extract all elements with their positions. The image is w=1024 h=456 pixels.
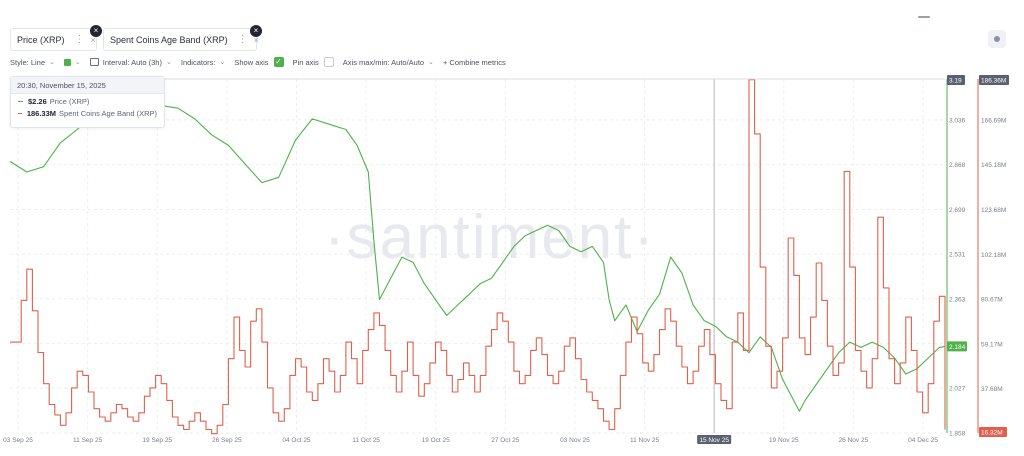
series-layer xyxy=(9,79,946,435)
scab-tick-label: 80.67M xyxy=(981,297,1003,304)
scab-min-badge: 16.32M xyxy=(981,430,1003,437)
x-tick-label: 11 Sep 25 xyxy=(73,437,103,444)
x-tick-label: 15 Nov 25 xyxy=(699,437,729,444)
menu-icon[interactable] xyxy=(918,16,930,18)
scab-legend-mark xyxy=(18,112,22,115)
more-icon[interactable]: ⋮ xyxy=(74,34,85,45)
pin-axis-toggle[interactable]: Pin axis xyxy=(293,57,334,67)
more-icon[interactable]: ⋮ xyxy=(237,34,248,45)
chart-toolbar: Style: Line ⌄ ⌄ Interval: Auto (3h) ⌄ In… xyxy=(10,56,515,68)
tooltip-value: $2.26 xyxy=(28,97,47,106)
price-current-badge: 2.184 xyxy=(949,344,966,351)
scab-tick-label: 145.18M xyxy=(981,162,1006,169)
scab-min-badge-bg xyxy=(979,427,1007,437)
scab-tick-label: 123.68M xyxy=(981,207,1006,214)
scab-tick-label: 102.18M xyxy=(981,252,1006,259)
metric-chip-scab[interactable]: Spent Coins Age Band (XRP) ⋮ × xyxy=(103,28,259,51)
hover-tooltip: 20:30, November 15, 2025 $2.26 Price (XR… xyxy=(10,76,165,128)
indicators-label: Indicators: xyxy=(180,57,216,67)
tooltip-row-scab: 186.33M Spent Coins Age Band (XRP) xyxy=(11,106,164,118)
pin-axis-checkbox[interactable] xyxy=(323,57,334,67)
close-icon[interactable]: × xyxy=(90,25,102,37)
chevron-down-icon: ⌄ xyxy=(219,59,226,66)
show-axis-label: Show axis xyxy=(234,57,269,67)
combine-metrics-label: + Combine metrics xyxy=(442,57,506,67)
x-tick-label: 19 Nov 25 xyxy=(769,437,799,444)
x-tick-label: 03 Nov 25 xyxy=(560,437,590,444)
check-icon[interactable]: ✓ xyxy=(273,57,284,67)
x-tick-label: 04 Dec 25 xyxy=(908,437,938,444)
axes: 1.8582.0272.1952.3632.5312.6992.8683.036… xyxy=(3,75,1009,444)
price-series-line xyxy=(9,97,946,412)
scab-tick-label: 59.17M xyxy=(981,341,1003,348)
metric-chip-label: Spent Coins Age Band (XRP) xyxy=(110,34,228,45)
color-swatch-icon xyxy=(63,58,71,66)
remove-icon[interactable]: × xyxy=(253,34,259,45)
tooltip-row-price: $2.26 Price (XRP) xyxy=(11,94,164,106)
indicators-dropdown[interactable]: Indicators: ⌄ xyxy=(181,58,225,67)
x-tick-label: 11 Nov 25 xyxy=(630,437,660,444)
scab-tick-label: 166.69M xyxy=(981,117,1006,124)
highlighted-x-tick-bg xyxy=(697,435,732,444)
price-legend-mark xyxy=(18,100,23,103)
price-tick-label: 2.531 xyxy=(949,252,966,259)
price-tick-label: 1.858 xyxy=(949,431,966,438)
metric-chip-label: Price (XRP) xyxy=(17,34,65,45)
price-current-badge-bg xyxy=(947,341,967,352)
color-dropdown[interactable]: ⌄ xyxy=(63,58,81,66)
price-tick-label: 2.363 xyxy=(949,296,966,303)
chevron-down-icon: ⌄ xyxy=(74,59,81,66)
price-tick-label: 2.027 xyxy=(949,386,966,393)
santiment-watermark: ·santiment· xyxy=(324,203,656,272)
axis-minmax-dropdown[interactable]: Axis max/min: Auto/Auto ⌄ xyxy=(343,58,434,67)
x-tick-label: 04 Oct 25 xyxy=(282,437,311,444)
interval-dropdown[interactable]: Interval: Auto (3h) ⌄ xyxy=(89,57,172,67)
x-tick-label: 26 Sep 25 xyxy=(212,437,242,444)
price-tick-label: 2.699 xyxy=(949,207,966,214)
x-tick-label: 19 Sep 25 xyxy=(142,437,172,444)
style-dropdown[interactable]: Style: Line ⌄ xyxy=(10,58,55,67)
price-max-badge: 3.19 xyxy=(949,78,962,85)
chevron-down-icon: ⌄ xyxy=(428,59,434,66)
chevron-down-icon: ⌄ xyxy=(165,59,172,66)
settings-icon[interactable] xyxy=(988,30,1006,48)
scab-series-line xyxy=(10,79,946,435)
interval-label: Interval: Auto (3h) xyxy=(102,57,162,67)
scab-tick-label: 37.68M xyxy=(981,386,1003,393)
pin-axis-label: Pin axis xyxy=(292,57,319,67)
x-tick-label: 27 Oct 25 xyxy=(491,437,520,444)
tooltip-label: Spent Coins Age Band (XRP) xyxy=(59,109,157,118)
combine-metrics-button[interactable]: + Combine metrics xyxy=(443,58,506,67)
axis-minmax-label: Axis max/min: Auto/Auto xyxy=(342,57,425,67)
remove-icon[interactable]: × xyxy=(90,34,96,45)
show-axis-toggle[interactable]: Show axis ✓ xyxy=(234,57,284,67)
calendar-icon xyxy=(89,58,99,66)
price-tick-label: 2.868 xyxy=(949,162,966,169)
x-tick-label: 26 Nov 25 xyxy=(839,437,869,444)
x-tick-label: 11 Oct 25 xyxy=(352,437,380,444)
close-icon[interactable]: × xyxy=(250,25,262,37)
style-label: Style: Line xyxy=(10,57,46,67)
price-tick-label: 3.036 xyxy=(949,117,966,124)
tooltip-value: 186.33M xyxy=(26,109,57,118)
scab-max-badge: 186.36M xyxy=(981,78,1006,85)
scab-max-badge-bg xyxy=(979,75,1009,85)
price-max-badge-bg xyxy=(947,75,965,85)
metric-chip-price[interactable]: Price (XRP) ⋮ × xyxy=(10,28,97,51)
x-tick-label: 03 Sep 25 xyxy=(3,437,33,444)
x-tick-label: 19 Oct 25 xyxy=(422,437,451,444)
chevron-down-icon: ⌄ xyxy=(49,59,55,66)
tooltip-label: Price (XRP) xyxy=(49,97,90,106)
tooltip-timestamp: 20:30, November 15, 2025 xyxy=(11,77,164,94)
